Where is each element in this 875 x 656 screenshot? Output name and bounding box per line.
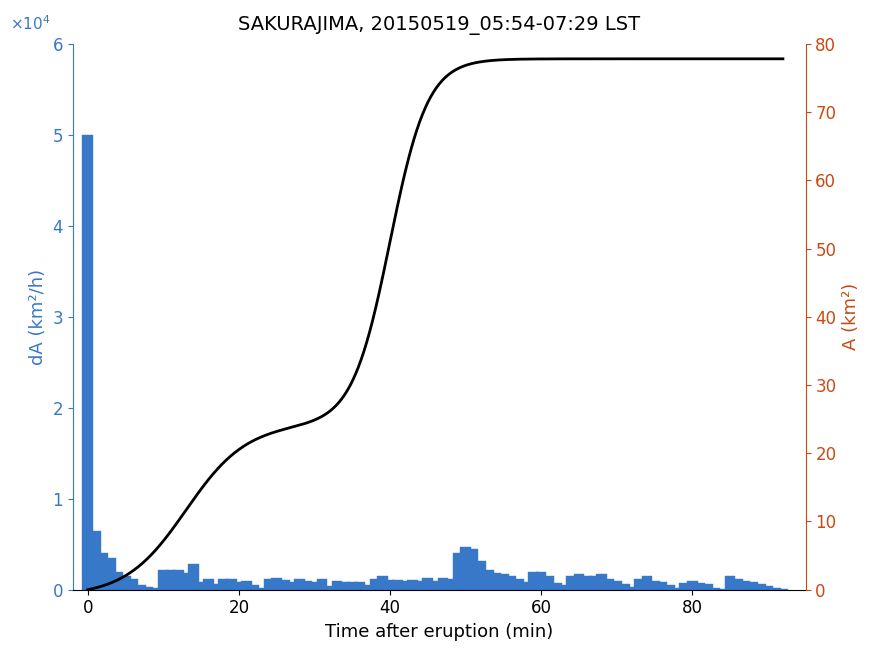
Bar (581, 576, 592, 590)
Bar (158, 569, 169, 590)
Bar (286, 583, 297, 590)
Bar (460, 547, 471, 590)
Bar (362, 585, 373, 590)
Bar (498, 574, 508, 590)
Bar (513, 579, 524, 590)
Bar (294, 579, 304, 590)
Y-axis label: dA (km²/h): dA (km²/h) (29, 269, 46, 365)
Bar (641, 576, 652, 590)
Bar (392, 580, 402, 590)
Text: $\times10^4$: $\times10^4$ (10, 14, 51, 33)
Bar (325, 586, 335, 590)
Bar (596, 574, 607, 590)
Bar (566, 576, 577, 590)
Bar (400, 581, 410, 590)
Bar (536, 571, 546, 590)
Bar (679, 583, 690, 590)
Bar (452, 553, 463, 590)
Bar (279, 580, 290, 590)
Bar (423, 578, 433, 590)
Bar (211, 584, 221, 590)
Bar (589, 576, 599, 590)
Bar (143, 587, 153, 590)
Bar (415, 581, 425, 590)
Bar (219, 579, 229, 590)
Bar (483, 569, 493, 590)
Bar (385, 580, 396, 590)
Bar (120, 576, 131, 590)
Bar (256, 588, 267, 590)
Bar (506, 576, 516, 590)
Bar (634, 579, 645, 590)
Bar (687, 581, 697, 590)
Bar (128, 579, 138, 590)
Bar (234, 583, 244, 590)
Bar (724, 576, 735, 590)
Bar (778, 589, 788, 590)
Bar (340, 583, 350, 590)
Bar (317, 579, 327, 590)
Bar (475, 561, 486, 590)
Bar (558, 585, 569, 590)
Y-axis label: A (km²): A (km²) (842, 283, 860, 350)
Bar (302, 581, 312, 590)
Bar (695, 583, 705, 590)
Bar (136, 585, 146, 590)
Bar (612, 581, 622, 590)
Bar (445, 579, 456, 590)
Bar (657, 583, 668, 590)
Bar (521, 581, 531, 590)
Bar (165, 569, 176, 590)
Bar (604, 579, 614, 590)
Bar (702, 584, 712, 590)
Bar (626, 587, 637, 590)
Bar (468, 549, 479, 590)
Bar (369, 579, 380, 590)
Bar (528, 571, 539, 590)
Bar (248, 585, 259, 590)
Bar (105, 558, 116, 590)
Bar (718, 589, 728, 590)
Bar (762, 586, 774, 590)
Bar (113, 571, 123, 590)
Bar (770, 588, 780, 590)
Bar (755, 584, 766, 590)
Bar (264, 579, 275, 590)
Bar (672, 588, 682, 590)
Bar (551, 583, 562, 590)
Bar (188, 564, 199, 590)
Bar (377, 576, 388, 590)
Bar (150, 588, 161, 590)
Bar (543, 576, 554, 590)
Bar (82, 134, 93, 590)
Bar (173, 569, 184, 590)
Bar (574, 574, 584, 590)
Bar (226, 579, 236, 590)
Bar (649, 581, 660, 590)
Bar (747, 583, 758, 590)
X-axis label: Time after eruption (min): Time after eruption (min) (325, 623, 553, 641)
Bar (196, 583, 206, 590)
Bar (491, 573, 501, 590)
Title: SAKURAJIMA, 20150519_05:54-07:29 LST: SAKURAJIMA, 20150519_05:54-07:29 LST (238, 16, 640, 35)
Bar (619, 584, 629, 590)
Bar (242, 581, 252, 590)
Bar (98, 553, 108, 590)
Bar (203, 579, 214, 590)
Bar (332, 581, 342, 590)
Bar (664, 585, 675, 590)
Bar (271, 578, 282, 590)
Bar (346, 583, 358, 590)
Bar (438, 578, 448, 590)
Bar (354, 583, 365, 590)
Bar (740, 581, 751, 590)
Bar (732, 579, 743, 590)
Bar (430, 581, 441, 590)
Bar (309, 583, 319, 590)
Bar (181, 573, 192, 590)
Bar (90, 531, 101, 590)
Bar (408, 580, 418, 590)
Bar (710, 588, 720, 590)
